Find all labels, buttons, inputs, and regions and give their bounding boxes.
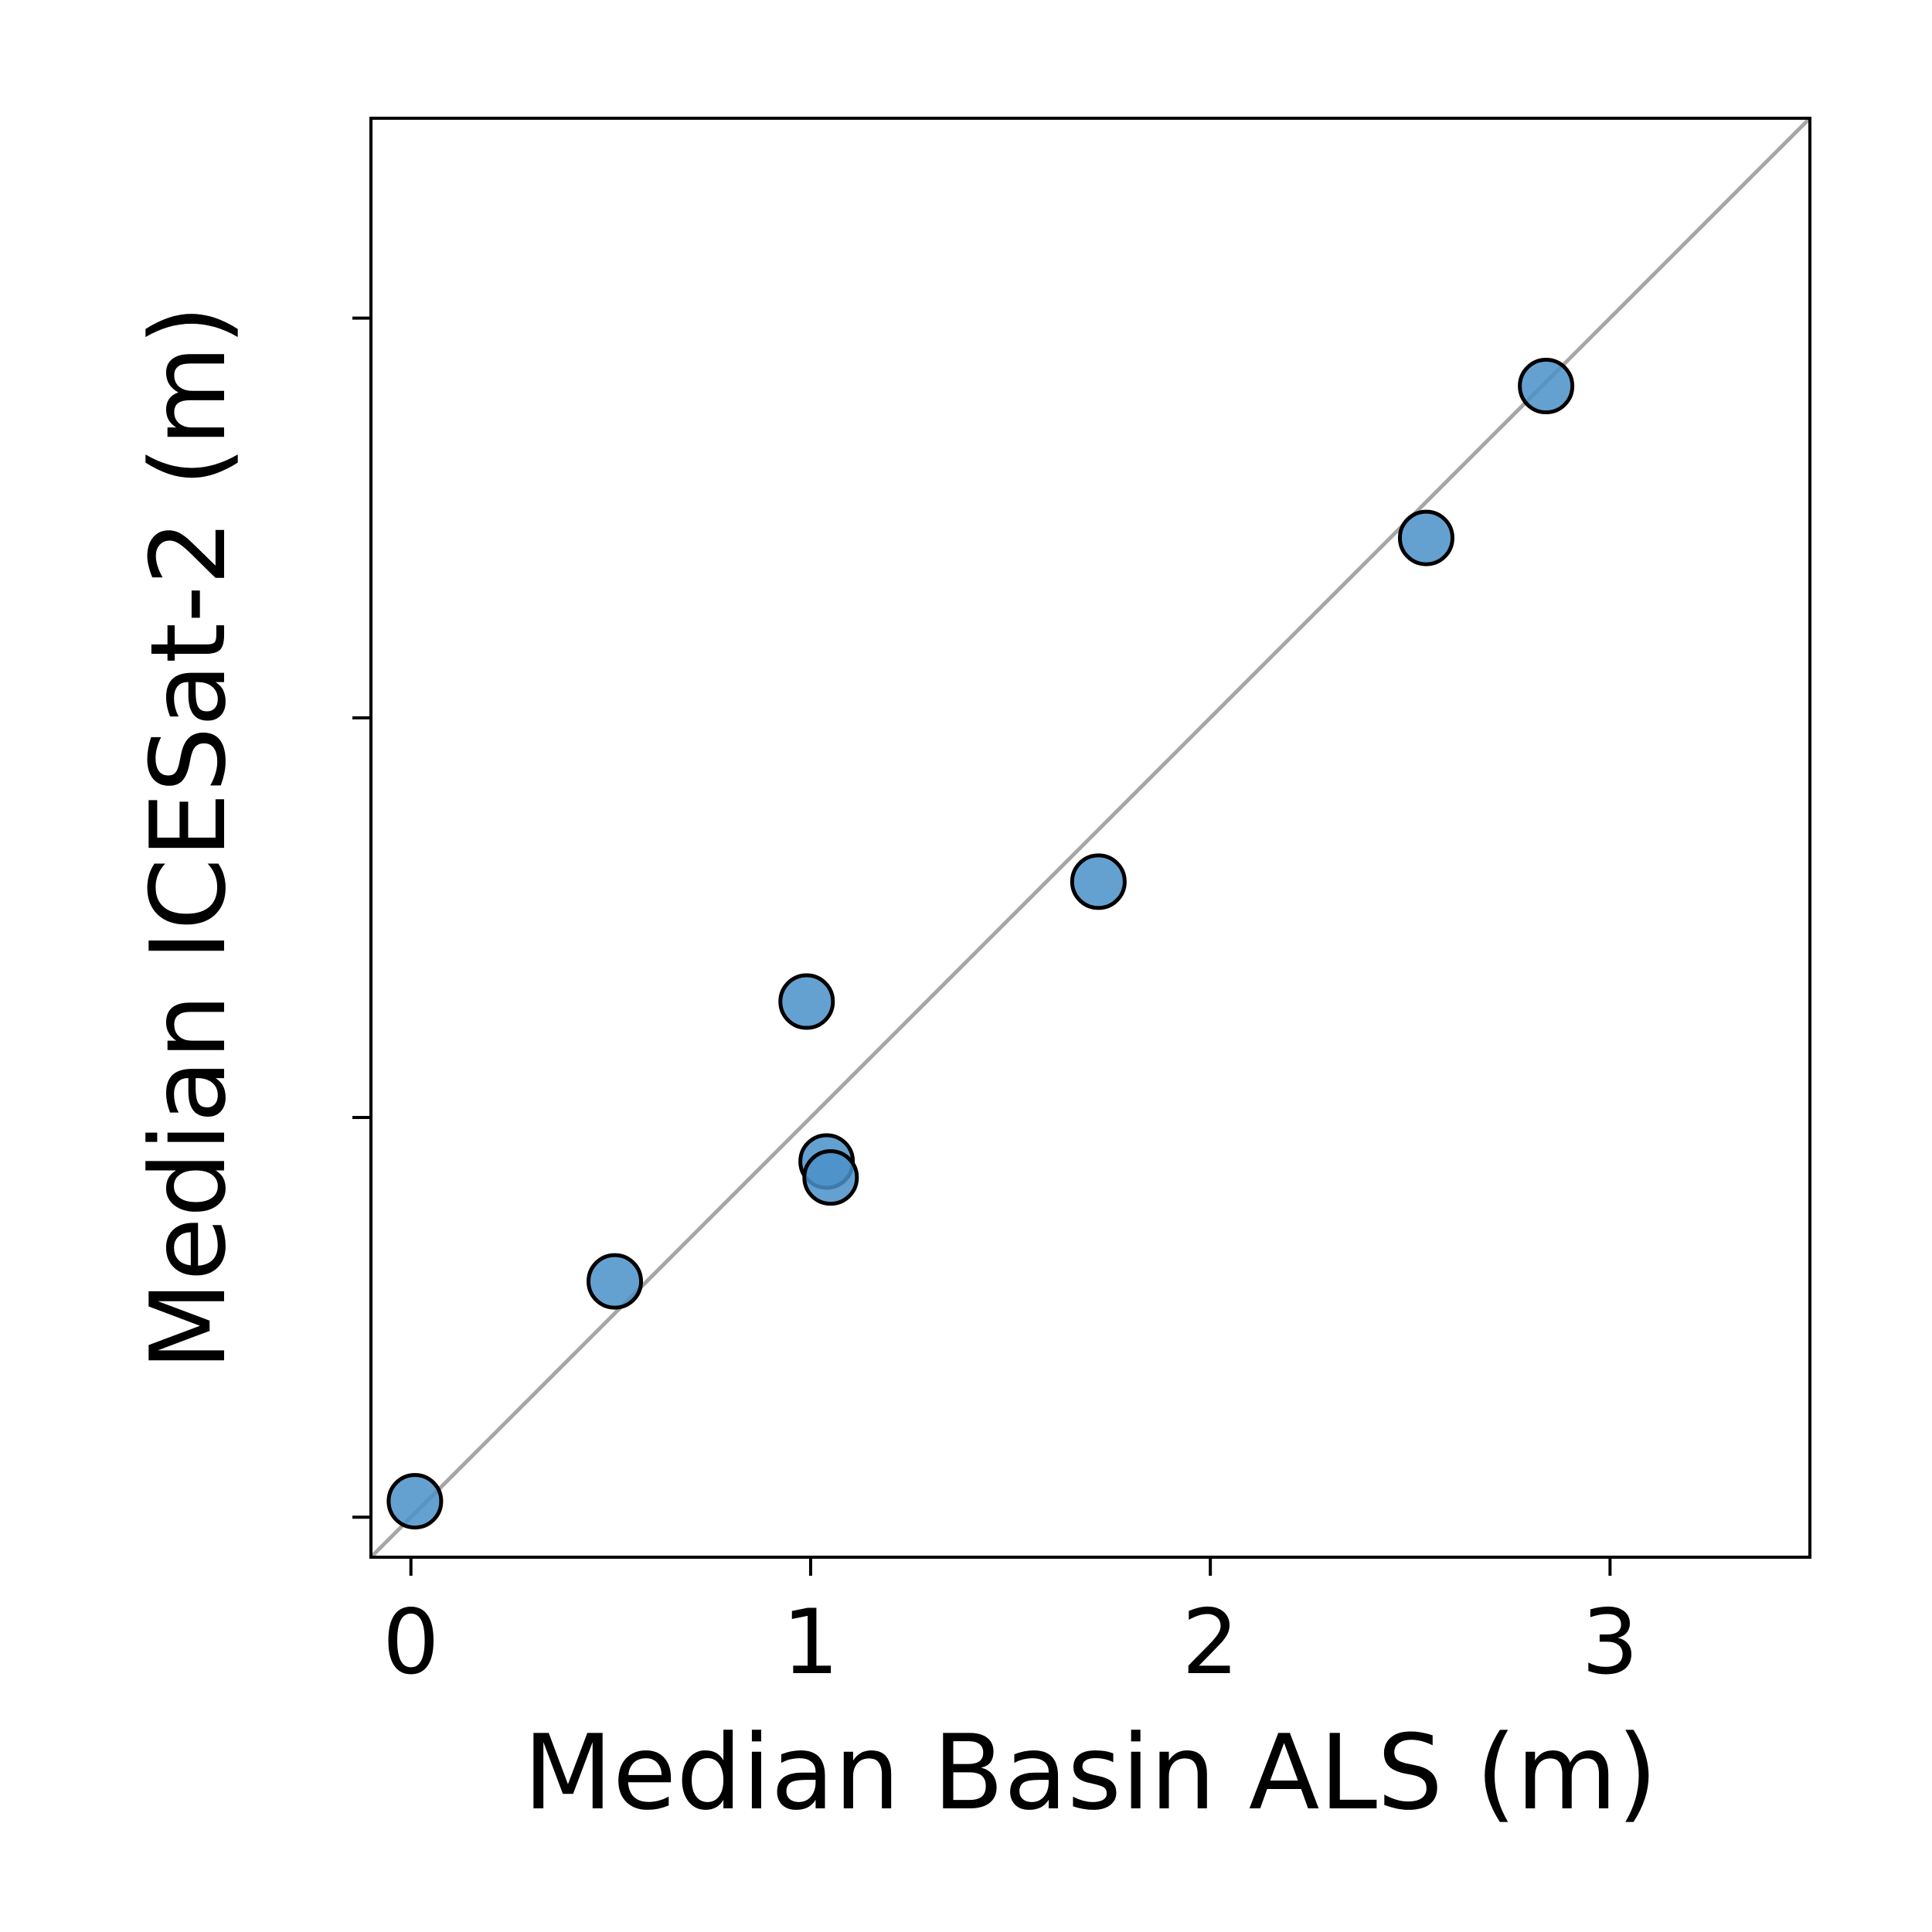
plot-area xyxy=(371,118,1810,1557)
data-point xyxy=(1070,853,1127,910)
data-point xyxy=(1518,358,1575,415)
identity-reference-line xyxy=(371,118,1810,1557)
x-tick-label: 0 xyxy=(383,1590,440,1695)
data-point xyxy=(587,1253,644,1310)
x-axis-ticks: 0 1 2 3 xyxy=(383,1557,1638,1695)
data-point xyxy=(1397,509,1454,566)
x-tick-label: 3 xyxy=(1581,1590,1638,1695)
plot-frame xyxy=(369,117,1811,1559)
data-point xyxy=(802,1149,859,1206)
data-point xyxy=(778,973,835,1030)
x-axis-label: Median Basin ALS (m) xyxy=(523,1713,1658,1833)
y-axis-ticks xyxy=(352,316,371,1519)
data-point xyxy=(386,1473,444,1530)
data-points xyxy=(386,358,1575,1530)
x-tick-label: 1 xyxy=(782,1590,839,1695)
x-tick-label: 2 xyxy=(1182,1590,1239,1695)
y-axis-label: Median ICESat-2 (m) xyxy=(128,305,249,1371)
